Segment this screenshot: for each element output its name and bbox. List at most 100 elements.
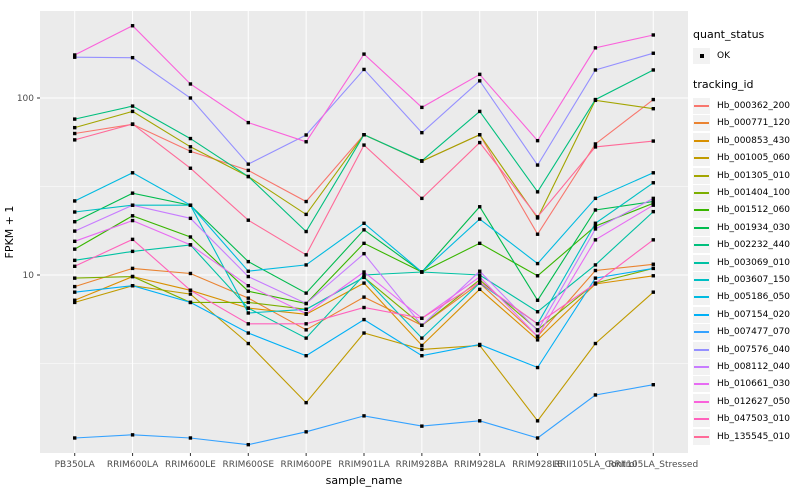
data-point — [651, 171, 655, 175]
x-tick-label: RRIM901LA — [338, 460, 390, 470]
data-point — [130, 284, 135, 288]
data-point — [535, 310, 540, 314]
data-point — [188, 300, 193, 305]
data-point — [593, 238, 598, 242]
legend-item-Hb_001305_010: Hb_001305_010 — [693, 167, 799, 184]
legend-key-line — [694, 192, 709, 195]
data-point — [130, 122, 135, 126]
x-tick-label: RRII105LA_Control — [554, 460, 637, 470]
data-point — [478, 419, 482, 423]
data-point — [593, 341, 598, 346]
legend-key-box — [693, 289, 710, 306]
data-point — [188, 271, 193, 276]
x-tick-label: RRIM600LA — [107, 460, 159, 470]
data-point — [478, 140, 482, 145]
data-point — [478, 72, 482, 77]
legend-key-line — [694, 296, 709, 299]
legend-key-box — [693, 98, 710, 115]
data-point — [362, 295, 366, 299]
data-point — [73, 264, 77, 268]
data-point — [73, 55, 77, 59]
legend-item-Hb_003607_150: Hb_003607_150 — [693, 271, 799, 288]
x-axis-title: sample_name — [326, 474, 403, 487]
data-point — [304, 301, 308, 306]
data-point — [304, 336, 308, 340]
data-point — [73, 125, 77, 130]
legend-key-line — [694, 105, 709, 108]
legend-key-box — [693, 428, 710, 445]
data-point — [535, 261, 540, 266]
data-point — [420, 343, 424, 348]
legend-label: Hb_000771_120 — [717, 118, 791, 129]
data-point — [130, 203, 135, 207]
data-point — [188, 203, 193, 207]
data-point — [478, 269, 482, 273]
data-point — [188, 149, 193, 153]
legend-key-line — [694, 278, 709, 281]
legend-label: Hb_000362_200 — [717, 101, 791, 112]
data-point — [304, 328, 308, 332]
data-point — [478, 133, 482, 137]
data-point — [593, 46, 598, 50]
legend-items: Hb_000362_200 Hb_000771_120 Hb_000853_430 H… — [693, 97, 799, 445]
data-point — [593, 196, 598, 201]
data-point — [593, 224, 598, 228]
data-point — [246, 331, 250, 335]
data-point — [246, 341, 250, 346]
legend-key-line — [694, 348, 709, 351]
data-point — [188, 235, 193, 239]
legend-key-line — [694, 400, 709, 403]
data-point — [246, 296, 250, 300]
data-point — [130, 109, 135, 114]
y-axis-title: FPKM + 1 — [3, 206, 16, 259]
legend-label: Hb_001005_060 — [717, 153, 791, 164]
legend-key-box — [693, 237, 710, 254]
legend-key-line — [694, 383, 709, 386]
data-point — [535, 138, 540, 143]
x-tick-label: RRII105LA_Stressed — [608, 460, 698, 470]
data-point — [362, 228, 366, 232]
data-point — [304, 322, 308, 326]
data-point — [651, 107, 655, 111]
data-point — [130, 55, 135, 60]
data-point — [593, 268, 598, 273]
data-point — [73, 220, 77, 224]
data-point — [651, 274, 655, 278]
data-point — [362, 305, 366, 310]
legend-label: Hb_003069_010 — [717, 257, 791, 268]
data-point — [246, 300, 250, 305]
data-point — [130, 274, 135, 279]
legend-item-Hb_000771_120: Hb_000771_120 — [693, 115, 799, 132]
x-tick-label: RRIM928LE — [512, 460, 563, 470]
data-point — [535, 274, 540, 278]
data-point — [362, 273, 366, 277]
data-point — [246, 269, 250, 273]
legend-key-line — [694, 418, 709, 421]
data-point — [73, 210, 77, 214]
data-point — [362, 317, 366, 322]
data-point — [420, 105, 424, 110]
data-point — [362, 221, 366, 225]
legend-key-box — [693, 185, 710, 202]
data-point — [535, 365, 540, 370]
data-point — [420, 323, 424, 327]
legend-key-box — [693, 47, 710, 64]
legend-label: Hb_001404_100 — [717, 188, 791, 199]
legend-label: Hb_135545_010 — [717, 431, 791, 442]
data-point — [304, 229, 308, 234]
data-point — [420, 270, 424, 274]
data-point — [362, 67, 366, 72]
legend-key-box — [693, 132, 710, 149]
data-point — [73, 258, 77, 263]
data-point — [73, 290, 77, 294]
legend-label: Hb_010661_030 — [717, 379, 791, 390]
data-point — [304, 199, 308, 204]
data-point — [651, 68, 655, 72]
data-point — [246, 311, 250, 315]
data-point — [651, 97, 655, 102]
legend-label: Hb_007477_070 — [717, 327, 791, 338]
data-point — [304, 140, 308, 144]
data-point — [651, 203, 655, 207]
legend-key-box — [693, 411, 710, 428]
